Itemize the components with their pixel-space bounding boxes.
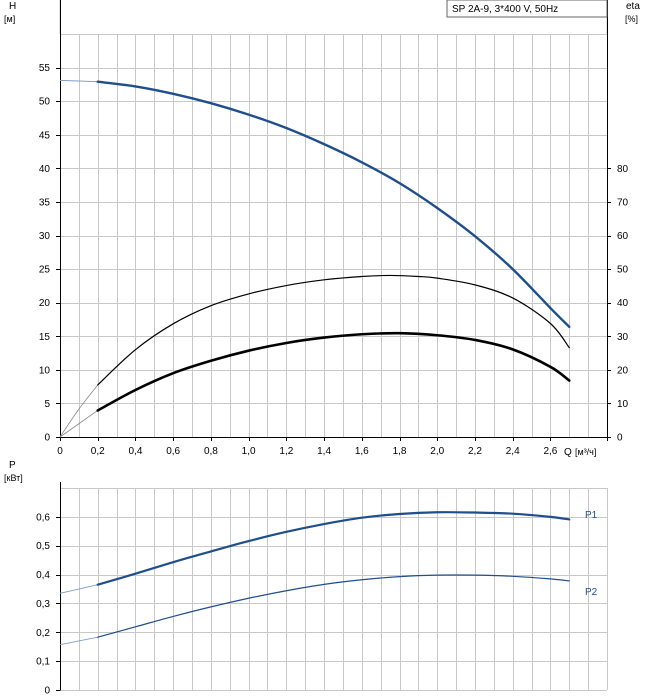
title-box (446, 0, 608, 18)
p-tick-label: 0,6 (36, 512, 50, 523)
upper-plot-area (60, 34, 607, 437)
h-tick-label: 0 (44, 433, 50, 444)
p-axis-unit: [кВт] (4, 473, 23, 483)
q-tick-label: 1,2 (279, 446, 293, 457)
h-tick-label: 30 (39, 231, 51, 242)
curve-H-extension (59, 79, 98, 83)
eta-tick-label: 30 (617, 332, 629, 343)
h-tick-label: 40 (39, 164, 51, 175)
p-axis-label: P (9, 460, 16, 471)
q-tick-label: 0 (57, 446, 63, 457)
curve-p1-extension (59, 584, 98, 594)
eta-tick-label: 70 (617, 197, 629, 208)
q-tick-label: 2,2 (468, 446, 482, 457)
q-tick-label: 0,6 (166, 446, 180, 457)
series-label-p1: P1 (585, 510, 598, 521)
p-tick-label: 0,2 (36, 628, 50, 639)
q-tick-label: 0,8 (204, 446, 218, 457)
q-tick-label: 2,0 (430, 446, 444, 457)
eta-axis-label: eta (626, 1, 640, 12)
p-tick-label: 0,5 (36, 541, 50, 552)
curve-eta-inner-extension (59, 410, 98, 438)
curve-eta-outer (97, 274, 570, 386)
curve-p1 (96, 511, 571, 586)
q-tick-label: 0,4 (128, 446, 142, 457)
h-axis-unit: [м] (4, 14, 15, 24)
eta-tick-label: 10 (617, 399, 629, 410)
eta-tick-label: 0 (617, 433, 623, 444)
q-axis-unit: [м³/ч] (575, 447, 596, 457)
q-tick-label: 0,2 (91, 446, 105, 457)
p-tick-label: 0 (44, 686, 50, 697)
h-tick-label: 20 (39, 298, 51, 309)
q-tick-label: 1,8 (393, 446, 407, 457)
q-tick-label: 1,4 (317, 446, 331, 457)
p-tick-label: 0,4 (36, 570, 50, 581)
h-tick-label: 35 (39, 197, 51, 208)
curve-eta-inner (96, 331, 571, 412)
p-tick-label: 0,3 (36, 599, 50, 610)
q-tick-label: 2,6 (543, 446, 557, 457)
h-axis-label: H (9, 1, 16, 12)
q-tick-label: 2,4 (506, 446, 520, 457)
eta-tick-label: 60 (617, 231, 629, 242)
lower-plot-area (60, 488, 607, 690)
h-tick-label: 5 (44, 399, 50, 410)
curve-eta-outer-extension (59, 384, 99, 438)
chart-title: SP 2A-9, 3*400 V, 50Hz (452, 4, 558, 15)
h-tick-label: 25 (39, 265, 51, 276)
h-tick-label: 55 (39, 63, 51, 74)
eta-tick-label: 50 (617, 265, 629, 276)
h-tick-label: 15 (39, 332, 51, 343)
eta-tick-label: 20 (617, 365, 629, 376)
q-tick-label: 1,6 (355, 446, 369, 457)
eta-axis-unit: [%] (625, 14, 638, 24)
curve-p2-extension (59, 636, 98, 646)
eta-tick-label: 80 (617, 164, 629, 175)
q-axis-label: Q (564, 447, 572, 458)
curve-H (96, 80, 571, 329)
h-tick-label: 45 (39, 130, 51, 141)
p-tick-label: 0,1 (36, 657, 50, 668)
eta-tick-label: 40 (617, 298, 629, 309)
h-tick-label: 50 (39, 97, 51, 108)
h-tick-label: 10 (39, 365, 51, 376)
q-tick-label: 1,0 (242, 446, 256, 457)
curve-p2 (97, 574, 570, 638)
series-label-p2: P2 (585, 587, 598, 598)
